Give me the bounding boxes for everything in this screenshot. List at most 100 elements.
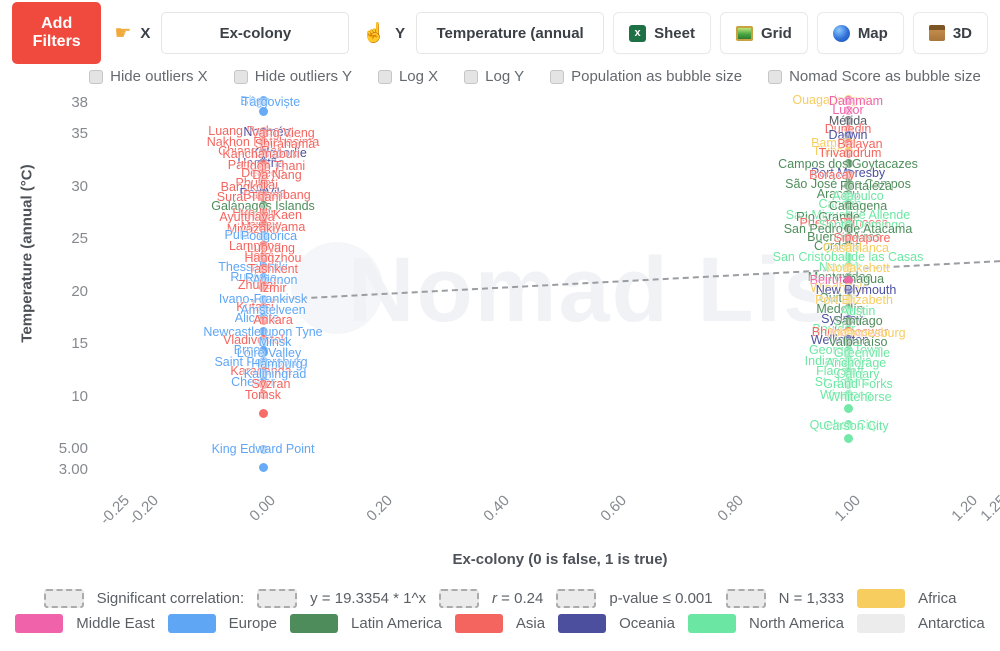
city-label[interactable]: Valparaíso <box>828 335 888 350</box>
city-label[interactable]: Montevideo <box>807 270 873 285</box>
log-y-option[interactable]: Log Y <box>464 68 524 85</box>
city-label[interactable]: Loire Valley <box>236 345 302 360</box>
data-point-dot[interactable] <box>843 337 853 347</box>
city-label[interactable]: Surat Thani <box>216 190 282 205</box>
city-label[interactable]: Greenville <box>833 345 891 360</box>
city-label[interactable]: Vang Vieng <box>251 126 315 141</box>
data-point-dot[interactable] <box>843 263 853 273</box>
city-label[interactable]: Newcastle upon Tyne <box>203 324 323 339</box>
data-point-dot[interactable] <box>258 275 268 285</box>
city-label[interactable]: St. John's <box>814 374 870 389</box>
data-point-dot[interactable] <box>843 358 853 368</box>
city-label[interactable]: Izmir <box>259 280 287 295</box>
data-point-dot[interactable] <box>258 327 268 337</box>
legend-swatch-oceania[interactable] <box>558 614 607 633</box>
city-label[interactable]: Dammam <box>828 93 884 108</box>
city-label[interactable]: Casablanca <box>822 240 890 255</box>
city-label[interactable]: New Plymouth <box>815 282 897 297</box>
y-axis-select[interactable]: Temperature (annual <box>416 12 605 54</box>
city-label[interactable]: Ruse <box>230 270 260 285</box>
data-point-dot[interactable] <box>843 105 853 115</box>
data-point-dot[interactable] <box>258 305 268 315</box>
data-point-dot[interactable] <box>258 212 268 222</box>
legend-swatch-africa[interactable] <box>857 589 906 608</box>
data-point-dot[interactable] <box>843 139 853 149</box>
nomad-score-bubble-option[interactable]: Nomad Score as bubble size <box>768 68 981 85</box>
data-point-dot[interactable] <box>843 243 853 253</box>
checkbox-icon[interactable] <box>377 69 392 84</box>
city-label[interactable]: Mérida <box>828 113 868 128</box>
legend-swatch-dashed[interactable] <box>439 589 480 608</box>
data-point-dot[interactable] <box>843 434 853 444</box>
city-label[interactable]: Shirahama <box>254 136 316 151</box>
data-point-dot[interactable] <box>843 233 853 243</box>
city-label[interactable]: Vladivostok <box>223 332 287 347</box>
city-label[interactable]: Thessaloniki <box>218 259 288 274</box>
city-label[interactable]: Austin <box>840 303 876 318</box>
checkbox-icon[interactable] <box>768 69 783 84</box>
city-label[interactable]: Dunedin <box>824 122 872 137</box>
data-point-dot[interactable] <box>258 283 268 293</box>
city-label[interactable]: Boracay <box>809 168 855 183</box>
city-label[interactable]: Campos dos Goytacazes <box>778 156 918 171</box>
checkbox-icon[interactable] <box>233 69 248 84</box>
population-bubble-option[interactable]: Population as bubble size <box>550 68 742 85</box>
data-point-dot[interactable] <box>843 295 853 305</box>
city-label[interactable]: Brno <box>233 343 261 358</box>
checkbox-icon[interactable] <box>464 69 479 84</box>
checkbox-icon[interactable] <box>550 69 565 84</box>
data-point-dot[interactable] <box>258 161 268 171</box>
x-axis-select[interactable]: Ex-colony <box>161 12 350 54</box>
data-point-dot[interactable] <box>258 253 268 263</box>
data-point-dot[interactable] <box>258 369 268 379</box>
city-label[interactable]: Udon Thani <box>240 158 306 173</box>
data-point-dot[interactable] <box>258 128 268 138</box>
legend-swatch-dashed[interactable] <box>556 589 597 608</box>
data-point-dot[interactable] <box>258 224 268 234</box>
city-label[interactable]: Quito <box>819 291 849 306</box>
legend-swatch-europe[interactable] <box>167 614 216 633</box>
data-point-dot[interactable] <box>843 116 853 126</box>
data-point-dot[interactable] <box>843 275 853 285</box>
city-label[interactable]: Syzran <box>251 377 291 391</box>
data-point-dot[interactable] <box>258 444 268 454</box>
city-label[interactable]: Santo Domingo <box>818 217 906 232</box>
city-label[interactable]: Ankara <box>253 313 293 328</box>
data-point-dot[interactable] <box>843 181 853 191</box>
city-label[interactable]: Kaliningrad <box>243 366 307 381</box>
legend-swatch-dashed[interactable] <box>257 589 298 608</box>
data-point-dot[interactable] <box>258 243 268 253</box>
city-label[interactable]: Podgorica <box>240 229 298 244</box>
data-point-dot[interactable] <box>843 130 853 140</box>
data-point-dot[interactable] <box>843 306 853 316</box>
city-label[interactable]: Tomsk <box>244 387 282 402</box>
city-label[interactable]: Port Elizabeth <box>815 293 893 308</box>
data-point-dot[interactable] <box>843 285 853 295</box>
map-view-button[interactable]: Map <box>816 12 904 54</box>
city-label[interactable]: Indianapolis <box>804 353 872 368</box>
legend-swatch-antarctica[interactable] <box>857 614 906 633</box>
city-label[interactable]: Thiès <box>812 144 844 159</box>
city-label[interactable]: Wellington <box>810 332 870 347</box>
data-point-dot[interactable] <box>843 369 853 379</box>
data-point-dot[interactable] <box>843 328 853 338</box>
sheet-view-button[interactable]: x Sheet <box>613 12 711 54</box>
city-label[interactable]: Matsuyama <box>240 219 306 234</box>
city-label[interactable]: Beirut <box>809 273 843 288</box>
city-label[interactable]: San Pedro de Atacama <box>783 221 913 236</box>
data-point-dot[interactable] <box>843 124 853 134</box>
city-label[interactable]: Fortaleza <box>839 178 893 193</box>
data-point-dot[interactable] <box>258 294 268 304</box>
data-point-dot[interactable] <box>843 148 853 158</box>
hide-outliers-y-option[interactable]: Hide outliers Y <box>233 68 352 85</box>
city-label[interactable]: Whitehorse <box>828 389 892 404</box>
city-label[interactable]: Luoyang <box>247 240 295 255</box>
data-point-dot[interactable] <box>843 191 853 201</box>
city-label[interactable]: Pula <box>224 228 250 243</box>
data-point-dot[interactable] <box>843 392 853 402</box>
data-point-dot[interactable] <box>258 106 268 116</box>
data-point-dot[interactable] <box>258 182 268 192</box>
data-point-dot[interactable] <box>258 408 268 418</box>
city-label[interactable]: Lampang <box>228 238 282 253</box>
data-point-dot[interactable] <box>843 170 853 180</box>
